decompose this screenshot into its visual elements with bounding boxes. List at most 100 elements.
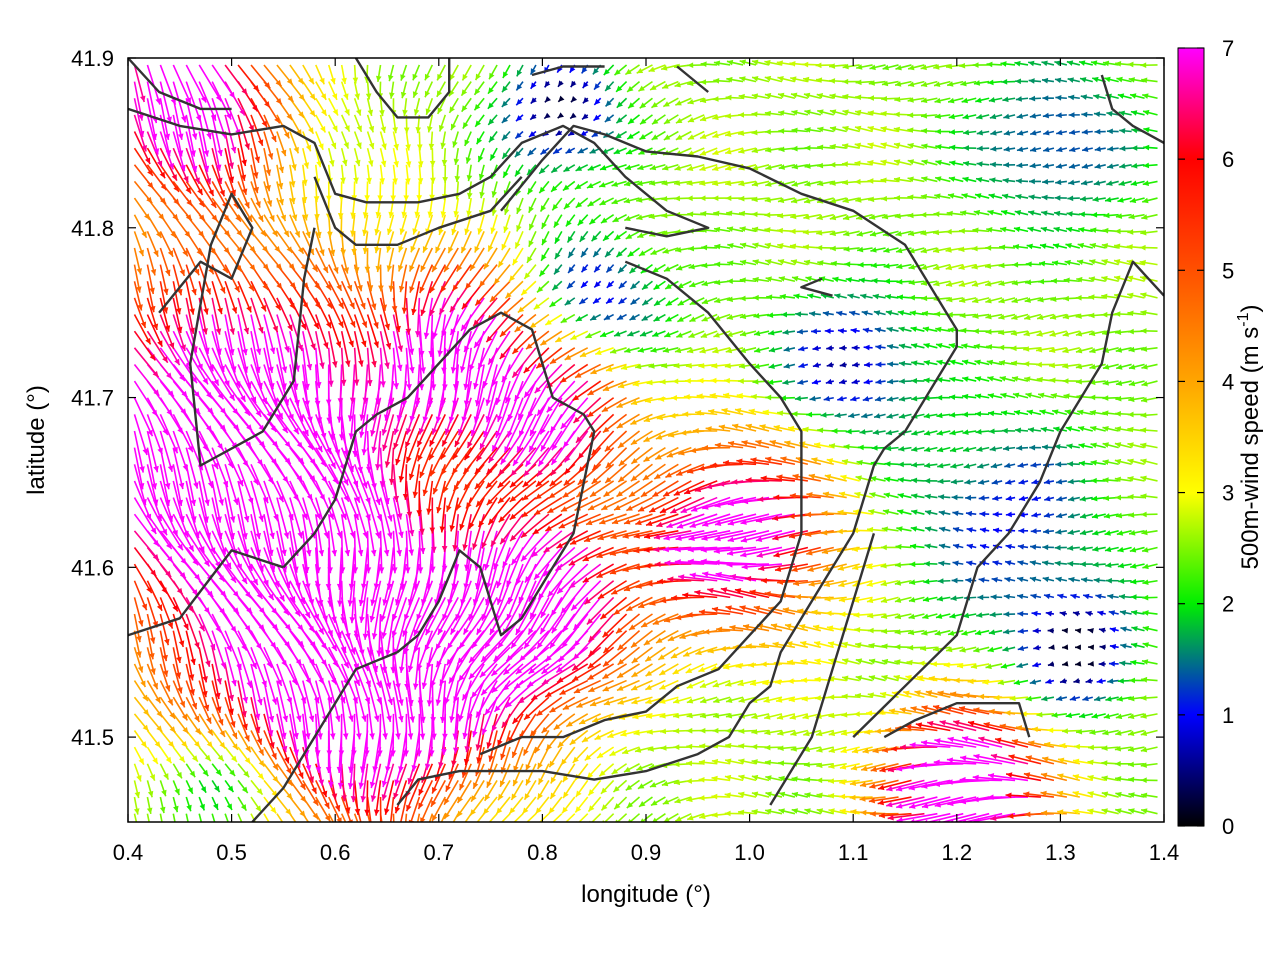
wind-arrow [590,315,601,321]
wind-arrow [134,681,147,701]
wind-arrow [810,396,821,402]
wind-arrow [978,479,989,485]
wind-arrow [173,597,188,630]
wind-arrow [565,298,575,305]
wind-arrow [465,132,472,146]
wind-arrow [1015,210,1028,215]
wind-arrow [592,231,601,241]
wind-arrow [1045,679,1054,684]
wind-arrow [612,198,627,204]
wind-arrow [1092,530,1105,535]
wind-arrow [1128,412,1145,418]
wind-arrow [303,65,314,84]
wind-arrow [564,198,575,209]
colorbar-tick-label: 0 [1222,814,1234,839]
wind-arrow [1014,227,1028,233]
wind-arrow [805,145,821,151]
wind-arrow [911,396,924,402]
wind-arrow [1044,496,1054,501]
wind-arrow [1094,111,1106,117]
wind-arrow [425,65,432,80]
wind-arrow [1039,409,1053,414]
wind-arrow [173,780,179,795]
wind-arrow [864,362,873,368]
x-tick-label: 0.4 [113,840,144,865]
wind-arrow [1002,646,1015,651]
wind-arrow [887,327,899,332]
wind-arrow [1140,427,1157,433]
wind-arrow [508,814,523,828]
wind-arrow [751,111,769,117]
wind-arrow [430,148,436,167]
wind-arrow [875,344,885,350]
wind-arrow [1055,545,1067,551]
wind-arrow [1017,130,1028,135]
wind-arrow [1001,79,1015,85]
y-axis-title: latitude (°) [23,385,50,495]
colorbar-title-main: 500m-wind speed (m s [1237,327,1264,570]
wind-arrow [797,329,808,335]
wind-arrow [962,412,976,418]
wind-arrow [753,295,769,301]
wind-arrow [811,328,821,334]
wind-arrow [979,495,989,501]
wind-arrow [583,82,589,89]
wind-arrow [541,581,562,618]
wind-arrow [1055,78,1067,84]
wind-arrow [594,115,601,121]
wind-arrow [160,780,166,796]
wind-arrow [616,82,626,92]
wind-arrow [861,413,872,419]
wind-arrow [1049,644,1055,650]
wind-arrow [899,344,912,350]
wind-arrow [134,764,141,782]
wind-arrow [631,281,640,289]
wind-arrow [588,780,600,795]
wind-arrow [826,379,834,384]
wind-arrow [987,210,1002,216]
wind-arrow [642,298,652,305]
wind-arrow [1068,529,1080,535]
wind-arrow [1088,645,1094,651]
wind-arrow [627,797,640,808]
wind-arrow [1032,662,1041,667]
wind-arrow [1029,194,1041,200]
wind-arrow [784,363,795,368]
wind-arrow [894,195,911,201]
wind-arrow [1092,713,1106,718]
wind-arrow [147,714,162,732]
wind-arrow [618,631,640,650]
wind-arrow [973,62,989,68]
wind-arrow [568,248,575,258]
wind-arrow [1006,512,1015,518]
wind-arrow [949,145,963,151]
wind-arrow [1099,628,1106,634]
wind-arrow [1092,513,1106,519]
wind-arrow [1030,560,1041,566]
wind-arrow [173,747,184,762]
colorbar-tick-label: 2 [1222,592,1234,617]
wind-arrow [529,198,536,213]
wind-arrow [1143,610,1158,616]
wind-arrow [1120,627,1131,632]
wind-arrow [959,228,976,234]
wind-arrow [1080,513,1093,518]
wind-arrow [450,298,471,335]
wind-arrow [921,128,937,134]
wind-arrow [580,231,588,241]
wind-arrow [859,429,872,435]
wind-arrow [529,231,536,246]
wind-arrow [1131,181,1145,187]
wind-arrow [1030,147,1041,153]
wind-arrow [886,310,899,316]
wind-arrow [502,298,523,317]
wind-arrow [1094,180,1106,185]
wind-arrow [990,130,1002,136]
wind-arrow [1016,162,1028,168]
wind-arrow [1067,196,1080,202]
wind-arrow [613,780,626,792]
wind-arrow [568,231,575,242]
wind-arrow [1092,546,1105,552]
wind-arrow [1027,244,1041,250]
wind-arrow [911,493,924,499]
